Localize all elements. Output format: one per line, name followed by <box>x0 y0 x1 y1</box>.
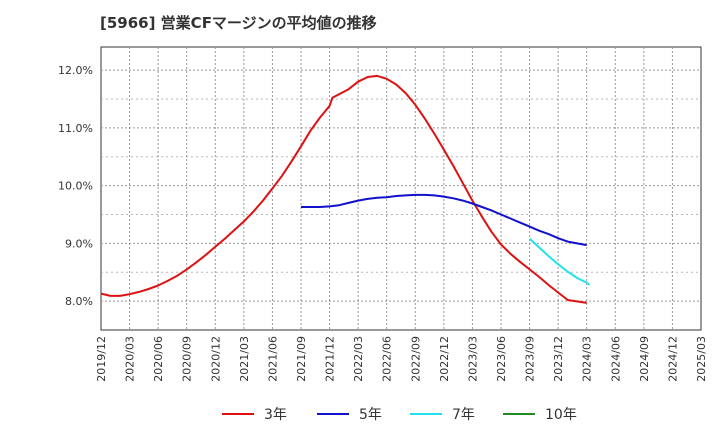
x-tick-label: 2023/09 <box>524 336 537 382</box>
y-axis-ticks: 8.0% 9.0% 10.0% 11.0% 12.0% <box>58 64 93 308</box>
x-tick-label: 2021/06 <box>266 336 279 382</box>
x-tick-label: 2021/03 <box>238 336 251 382</box>
legend: 3年 5年 7年 10年 <box>222 407 577 423</box>
y-tick-label: 10.0% <box>58 180 93 193</box>
x-tick-label: 2025/03 <box>695 336 708 382</box>
series-lines <box>100 74 591 304</box>
y-tick-label: 11.0% <box>58 122 93 135</box>
y-tick-label: 8.0% <box>65 295 93 308</box>
x-tick-label: 2019/12 <box>95 336 108 382</box>
x-tick-label: 2021/09 <box>295 336 308 382</box>
x-tick-label: 2022/03 <box>352 336 365 382</box>
x-tick-label: 2024/06 <box>609 336 622 382</box>
x-tick-label: 2020/09 <box>181 336 194 382</box>
grid <box>100 46 702 331</box>
x-tick-label: 2023/06 <box>495 336 508 382</box>
x-tick-label: 2020/03 <box>124 336 137 382</box>
x-tick-label: 2022/12 <box>438 336 451 382</box>
legend-label: 10年 <box>545 407 577 423</box>
series-line-5年 <box>301 193 587 247</box>
legend-label: 5年 <box>359 407 382 423</box>
x-tick-label: 2024/09 <box>638 336 651 382</box>
plot-frame <box>100 46 702 331</box>
x-axis-ticks: 2019/12 2020/03 2020/06 2020/09 2020/12 2021/… <box>95 336 708 382</box>
x-tick-label: 2022/09 <box>409 336 422 382</box>
x-tick-label: 2024/03 <box>581 336 594 382</box>
legend-label: 7年 <box>452 407 475 423</box>
x-tick-label: 2023/03 <box>466 336 479 382</box>
x-tick-label: 2021/12 <box>324 336 337 382</box>
series-line-3年 <box>100 74 587 304</box>
series-line-7年 <box>528 237 591 286</box>
x-tick-label: 2020/06 <box>152 336 165 382</box>
legend-label: 3年 <box>264 407 287 423</box>
chart-title: [5966] 営業CFマージンの平均値の推移 <box>100 14 377 32</box>
x-tick-label: 2022/06 <box>381 336 394 382</box>
y-tick-label: 9.0% <box>65 237 93 250</box>
y-tick-label: 12.0% <box>58 64 93 77</box>
x-tick-label: 2024/12 <box>666 336 679 382</box>
x-tick-label: 2020/12 <box>209 336 222 382</box>
x-tick-label: 2023/12 <box>552 336 565 382</box>
